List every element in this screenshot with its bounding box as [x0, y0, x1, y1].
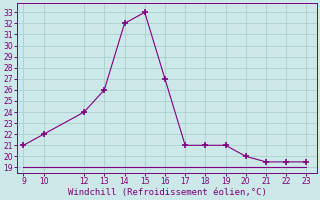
X-axis label: Windchill (Refroidissement éolien,°C): Windchill (Refroidissement éolien,°C)	[68, 188, 266, 197]
